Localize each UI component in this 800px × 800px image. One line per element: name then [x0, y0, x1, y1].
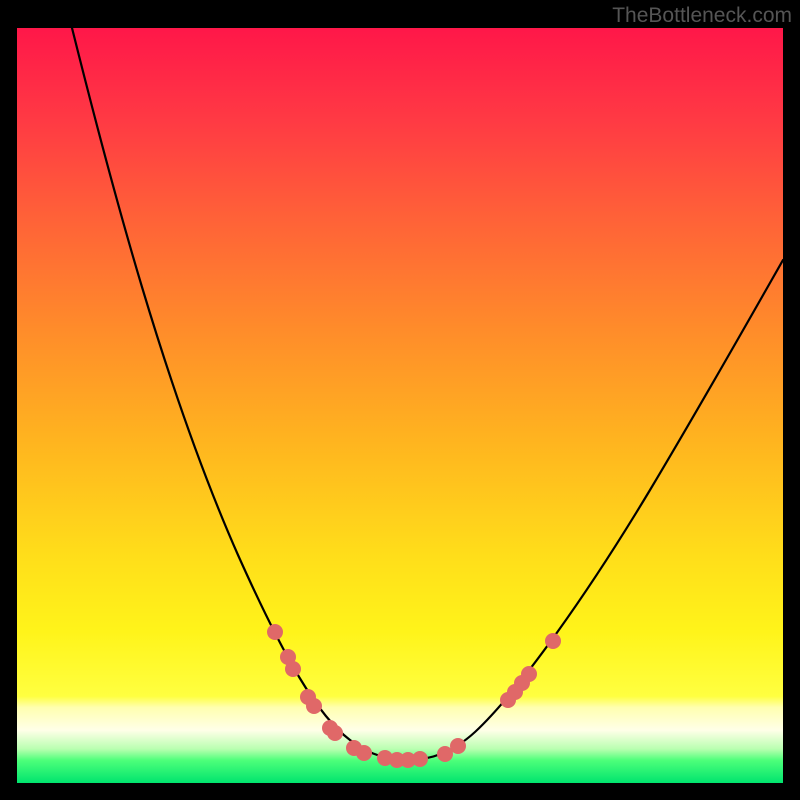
data-marker	[412, 751, 428, 767]
data-marker	[521, 666, 537, 682]
watermark-text: TheBottleneck.com	[612, 4, 792, 27]
data-marker	[450, 738, 466, 754]
data-marker	[267, 624, 283, 640]
data-marker	[285, 661, 301, 677]
data-marker	[327, 725, 343, 741]
plot-background	[17, 28, 783, 783]
data-marker	[356, 745, 372, 761]
chart-container: TheBottleneck.com	[0, 0, 800, 800]
data-marker	[306, 698, 322, 714]
chart-svg: TheBottleneck.com	[0, 0, 800, 800]
data-marker	[545, 633, 561, 649]
